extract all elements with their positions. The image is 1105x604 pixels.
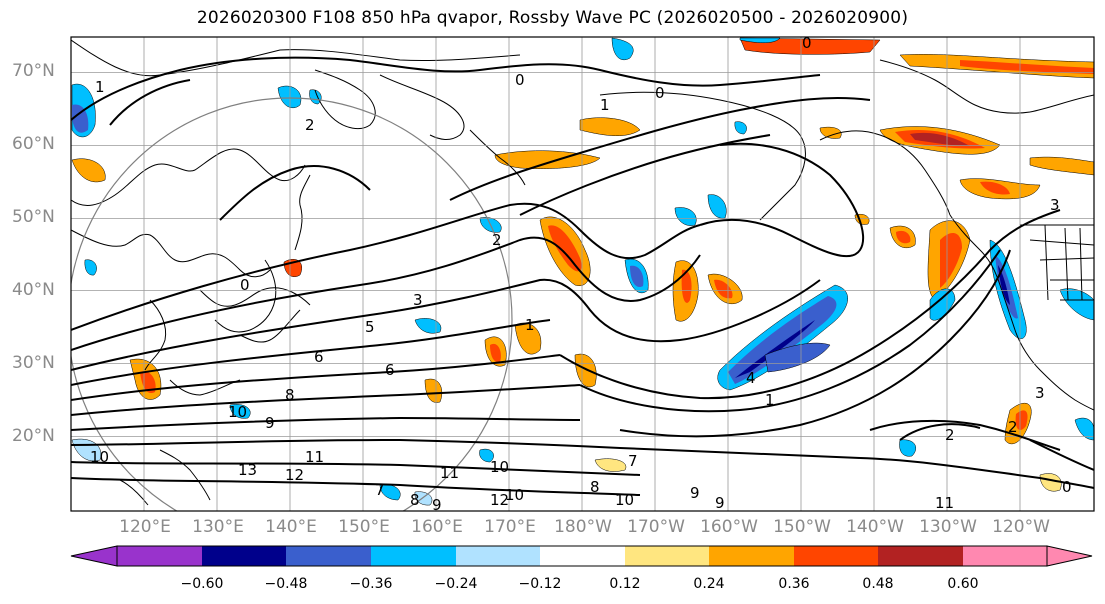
lat-label-30n: 30°N (12, 353, 55, 373)
colorbar-tick-label: −0.12 (518, 576, 562, 592)
contour-label: 10 (615, 491, 634, 509)
lat-label-40n: 40°N (12, 280, 55, 300)
colorbar-segment (117, 546, 202, 566)
reference-circle (71, 97, 513, 511)
lon-label-150w: 150°W (773, 517, 831, 537)
colorbar-segment (963, 546, 1047, 566)
contour-labels: 0 1 0 0 1 0 2 3 5 6 6 8 9 10 11 12 13 10… (90, 34, 1072, 514)
lat-label-20n: 20°N (12, 426, 55, 446)
contour-label: 8 (410, 491, 420, 509)
contour-label: 3 (413, 291, 423, 309)
lat-label-50n: 50°N (12, 207, 55, 227)
contour-label: 0 (1062, 478, 1072, 496)
contour-label: 0 (515, 71, 525, 89)
colorbar-tick-label: 0.60 (947, 576, 979, 592)
contour-label: 11 (935, 494, 954, 512)
contour-label: 1 (765, 391, 775, 409)
contour-label: 6 (314, 348, 324, 366)
contour-label: 3 (1035, 384, 1045, 402)
contour-label: 3 (1050, 196, 1060, 214)
contour-lines (71, 56, 1094, 496)
contour-label: 0 (802, 34, 812, 52)
contour-label: 7 (628, 452, 638, 470)
colorbar-segment (625, 546, 709, 566)
colorbar-tick-label: −0.48 (264, 576, 308, 592)
contour-label: 11 (440, 464, 459, 482)
colorbar-segment (878, 546, 963, 566)
colorbar-tick-label: 0.12 (609, 576, 641, 592)
coastlines (71, 39, 1094, 506)
lon-label-160w: 160°W (700, 517, 758, 537)
lon-label-140e: 140°E (265, 517, 317, 537)
contour-label: 1 (95, 78, 105, 96)
lon-label-130e: 130°E (192, 517, 244, 537)
contour-label: 10 (228, 403, 247, 421)
colorbar-tick-label: −0.36 (349, 576, 393, 592)
colorbar-segment (202, 546, 286, 566)
map-frame (70, 36, 1095, 512)
lon-label-120w: 120°W (992, 517, 1050, 537)
contour-label: 5 (365, 318, 375, 336)
lon-label-140w: 140°W (846, 517, 904, 537)
colorbar-tick-label: 0.36 (778, 576, 810, 592)
colorbar-segment (286, 546, 371, 566)
lon-label-160e: 160°E (411, 517, 463, 537)
contour-label: 10 (505, 486, 524, 504)
contour-label: 10 (90, 448, 109, 466)
contour-label: 8 (590, 478, 600, 496)
contour-label: 9 (715, 494, 725, 512)
lon-label-120e: 120°E (119, 517, 171, 537)
lon-label-170e: 170°E (484, 517, 536, 537)
colorbar-segment (794, 546, 878, 566)
contour-label: 2 (305, 116, 315, 134)
contour-label: 0 (655, 84, 665, 102)
colorbar-tick-label: 0.48 (862, 576, 894, 592)
contour-label: 9 (690, 484, 700, 502)
colorbar-segment (456, 546, 540, 566)
contour-label: 9 (265, 414, 275, 432)
contour-label: 1 (600, 96, 610, 114)
contour-label: 11 (305, 448, 324, 466)
contour-label: 2 (492, 231, 502, 249)
contour-label: 12 (490, 491, 509, 509)
colorbar-segment (540, 546, 625, 566)
anomaly-fills (71, 37, 1094, 506)
colorbar-segment (371, 546, 456, 566)
contour-label: 12 (285, 466, 304, 484)
colorbar-high-extend (1046, 545, 1093, 567)
lon-label-130w: 130°W (919, 517, 977, 537)
contour-label: 9 (432, 496, 442, 514)
lat-label-70n: 70°N (12, 61, 55, 81)
map-title: 2026020300 F108 850 hPa qvapor, Rossby W… (196, 8, 909, 28)
colorbar-tick-label: 0.24 (693, 576, 725, 592)
colorbar-tick-label: −0.24 (434, 576, 478, 592)
contour-label: 4 (746, 369, 756, 387)
contour-label: 6 (385, 361, 395, 379)
lon-label-170w: 170°W (627, 517, 685, 537)
contour-label: 2 (1008, 418, 1018, 436)
contour-label: 8 (285, 386, 295, 404)
lat-label-60n: 60°N (12, 134, 55, 154)
contour-label: 1 (525, 316, 535, 334)
colorbar-tick-label: −0.60 (180, 576, 224, 592)
map-plot-area: 0 1 0 0 1 0 2 3 5 6 6 8 9 10 11 12 13 10… (71, 34, 1094, 514)
contour-label: 10 (490, 458, 509, 476)
lon-label-180w: 180°W (554, 517, 612, 537)
contour-label: 2 (945, 426, 955, 444)
colorbar-low-extend (70, 545, 118, 567)
contour-label: 7 (375, 481, 385, 499)
contour-label: 13 (238, 461, 257, 479)
colorbar-segment (709, 546, 794, 566)
colorbar (70, 545, 1093, 567)
contour-label: 0 (240, 276, 250, 294)
lon-label-150e: 150°E (338, 517, 390, 537)
